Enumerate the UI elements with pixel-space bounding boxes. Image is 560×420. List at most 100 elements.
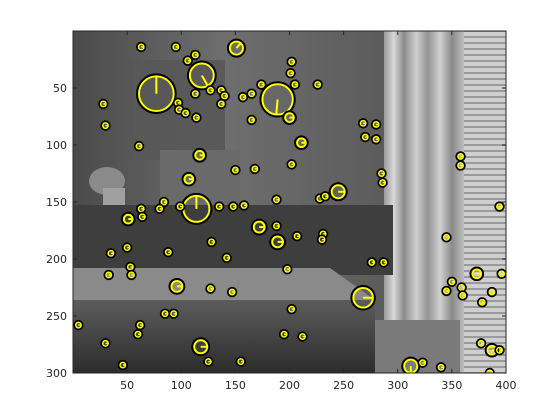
keypoint-marker	[98, 98, 109, 110]
y-tick-label: 300	[46, 367, 67, 380]
y-tick-label: 200	[46, 253, 67, 266]
keypoint-circle-outline	[100, 338, 111, 349]
keypoint-circle	[378, 170, 385, 177]
x-tick-label: 150	[225, 379, 246, 392]
keypoint-marker	[297, 331, 308, 342]
keypoint-marker	[496, 268, 506, 280]
keypoint-marker	[181, 171, 197, 187]
keypoint-marker	[219, 90, 230, 102]
keypoint-marker	[221, 252, 232, 264]
keypoint-circle	[379, 179, 387, 187]
keypoint-circle	[498, 270, 506, 278]
keypoint-circle	[261, 83, 294, 116]
keypoint-marker	[494, 344, 505, 356]
keypoint-circle-outline	[226, 286, 238, 298]
keypoint-marker	[441, 232, 452, 243]
keypoint-circle-outline	[285, 67, 296, 79]
keypoint-marker	[191, 337, 211, 357]
keypoint-circle-outline	[117, 359, 129, 371]
keypoint-circle-outline	[370, 134, 382, 145]
keypoint-marker	[126, 269, 137, 281]
keypoint-marker	[282, 264, 293, 275]
keypoint-circle-outline	[366, 257, 377, 268]
x-tick-label: 250	[333, 379, 354, 392]
keypoint-marker	[435, 362, 447, 373]
keypoint-circle-outline	[378, 257, 389, 268]
keypoint-circle	[288, 58, 296, 66]
keypoint-circle-outline	[256, 79, 267, 90]
keypoint-marker	[191, 112, 202, 123]
keypoint-marker	[246, 88, 257, 99]
axis-ticks	[73, 31, 507, 374]
keypoint-circle-outline	[494, 344, 505, 356]
keypoint-marker	[294, 135, 309, 151]
keypoint-marker	[117, 359, 129, 371]
keypoint-circle	[372, 121, 380, 128]
keypoint-marker	[168, 277, 186, 295]
keypoint-circle-outline	[237, 91, 249, 103]
keypoint-marker	[182, 55, 193, 66]
keypoint-circle-outline	[289, 79, 301, 90]
keypoint-circle	[257, 81, 265, 89]
keypoint-circle-outline	[120, 211, 136, 227]
keypoint-circle-outline	[246, 114, 257, 126]
keypoint-marker	[271, 194, 282, 205]
keypoint-marker	[206, 236, 217, 248]
keypoint-circle-outline	[219, 90, 230, 102]
keypoint-circle-outline	[435, 362, 447, 373]
keypoint-orientation-line	[275, 99, 279, 115]
keypoint-circle-outline	[455, 151, 466, 162]
keypoint-marker	[249, 163, 261, 175]
y-tick-label: 150	[46, 196, 67, 209]
keypoint-circle-outline	[103, 269, 114, 281]
keypoint-circle-outline	[105, 248, 117, 259]
keypoint-marker	[484, 367, 495, 373]
keypoint-marker	[457, 290, 468, 301]
keypoint-marker	[216, 98, 227, 110]
keypoint-marker	[154, 203, 165, 215]
keypoint-circle	[284, 112, 295, 123]
keypoint-marker	[486, 286, 498, 298]
keypoint-marker	[105, 248, 117, 259]
keypoint-circle-outline	[205, 85, 216, 96]
keypoint-marker	[213, 201, 225, 212]
keypoint-marker	[159, 308, 171, 319]
keypoint-circle-outline	[190, 88, 201, 99]
y-tick-label: 100	[46, 139, 67, 152]
keypoint-marker	[291, 230, 303, 242]
keypoint-circle-outline	[135, 41, 147, 53]
keypoint-marker	[228, 201, 239, 212]
keypoint-circle	[477, 339, 485, 347]
keypoint-marker	[132, 329, 144, 340]
keypoint-marker	[417, 357, 428, 368]
keypoint-marker	[230, 164, 241, 176]
keypoint-circle	[457, 162, 464, 169]
keypoint-marker	[312, 79, 323, 90]
keypoint-circle	[496, 203, 503, 211]
keypoint-marker	[190, 88, 201, 99]
keypoint-marker	[269, 233, 287, 251]
keypoint-circle-outline	[291, 230, 303, 242]
keypoint-marker	[441, 285, 452, 297]
keypoint-marker	[360, 131, 371, 143]
keypoint-marker	[205, 85, 216, 96]
keypoint-circle-outline	[121, 242, 133, 253]
keypoint-circle-outline	[441, 285, 452, 297]
keypoint-circle	[217, 100, 225, 108]
keypoint-circle-outline	[154, 203, 165, 215]
keypoint-marker	[121, 242, 133, 253]
keypoint-marker	[446, 276, 458, 288]
keypoint-marker	[370, 134, 382, 145]
keypoint-marker	[476, 297, 488, 308]
keypoint-circle	[288, 160, 296, 168]
keypoint-circle-outline	[137, 211, 148, 223]
keypoint-marker	[286, 159, 297, 170]
keypoint-circle-outline	[320, 191, 331, 202]
keypoint-circle-outline	[126, 269, 137, 281]
keypoint-circle-outline	[228, 201, 239, 212]
keypoint-circle-outline	[278, 329, 290, 340]
keypoint-circle-outline	[73, 319, 84, 331]
keypoint-marker	[316, 234, 328, 245]
keypoint-circle-outline	[205, 283, 216, 294]
